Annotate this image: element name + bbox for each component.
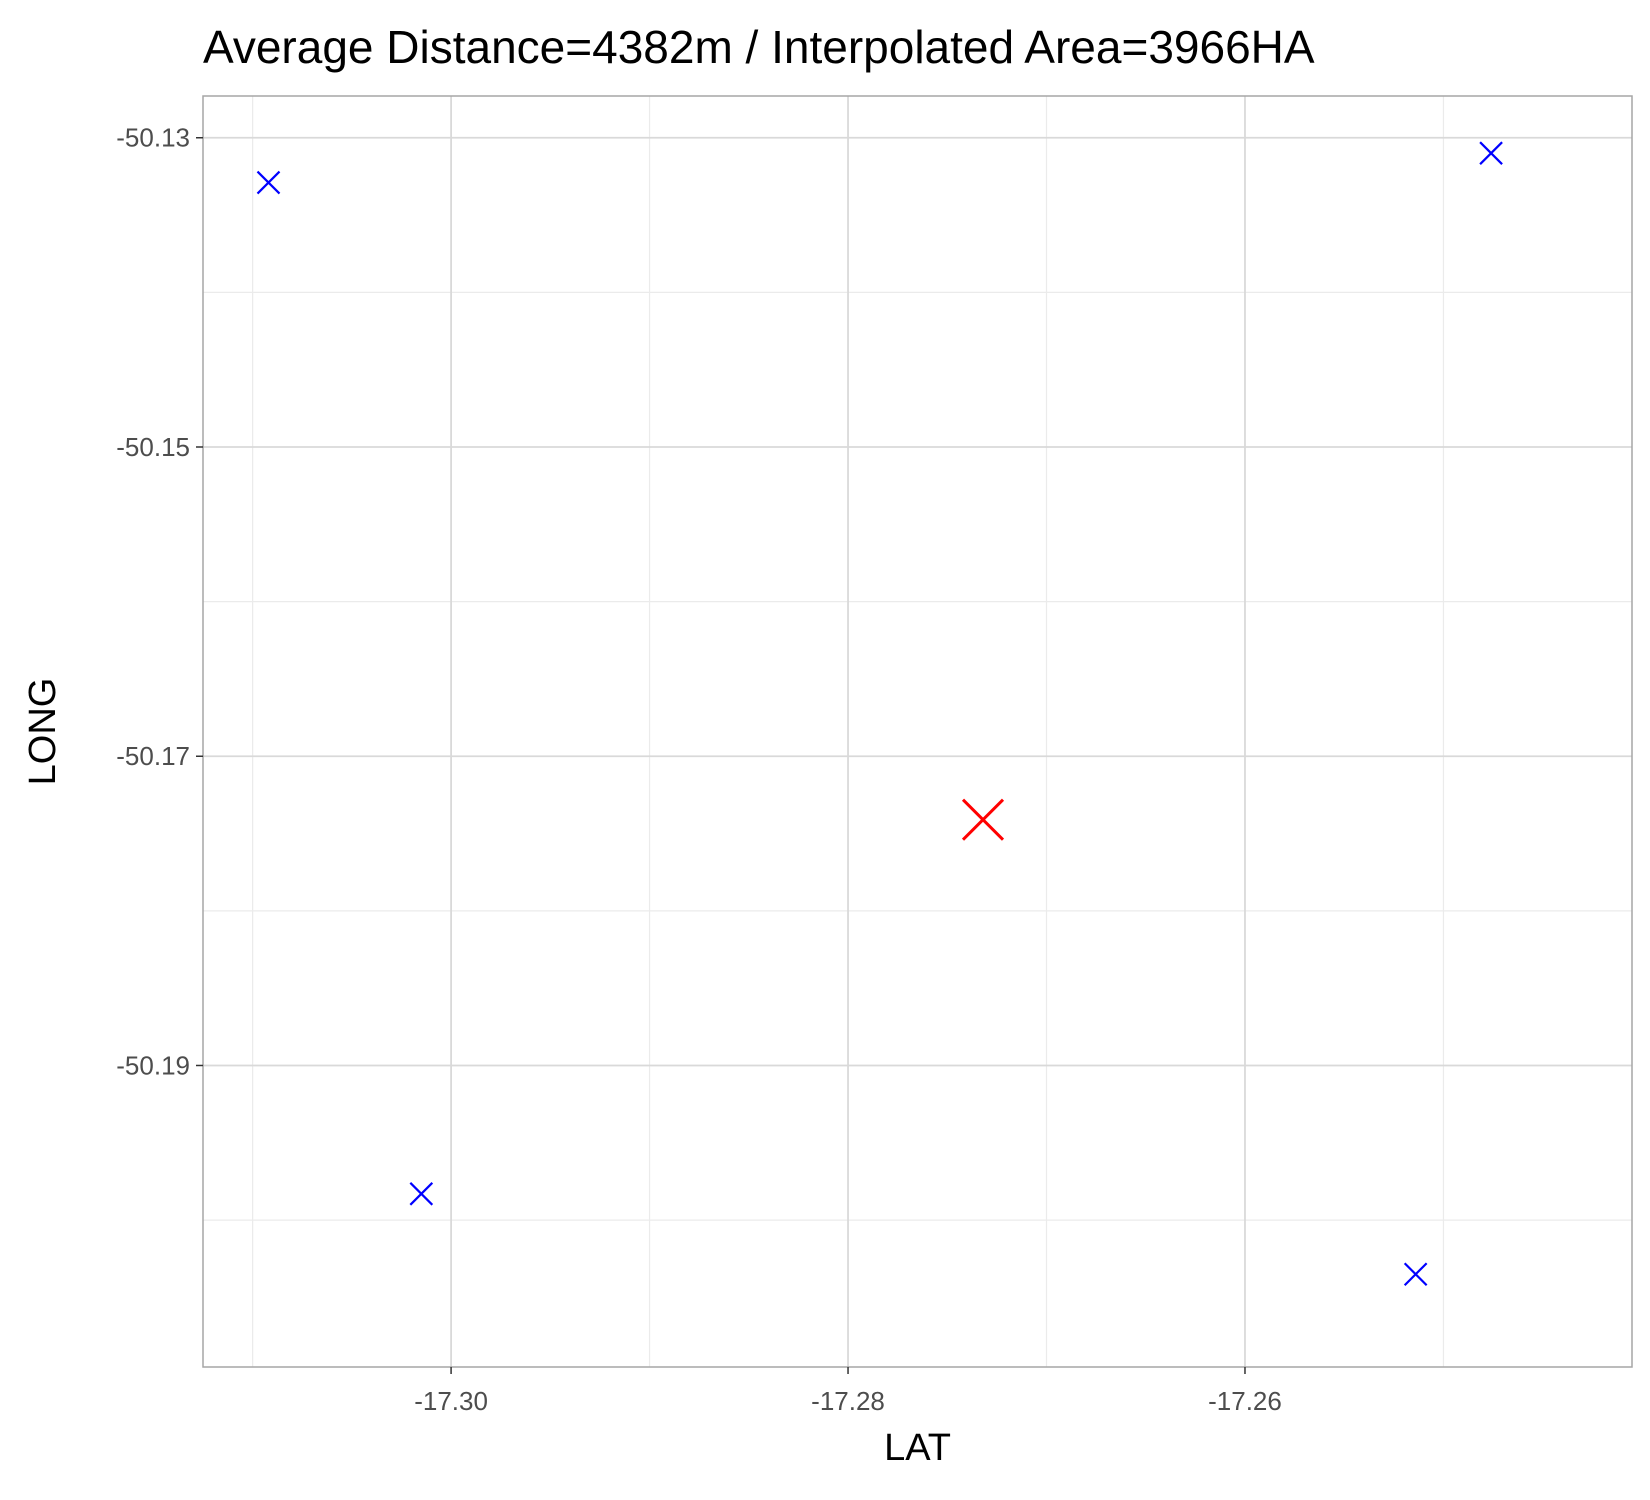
data-point: [1479, 141, 1503, 165]
y-tick-label: -50.19: [116, 1050, 190, 1080]
data-point: [256, 170, 281, 195]
major-grid: [203, 96, 1632, 1367]
data-point: [409, 1182, 434, 1206]
data-points: [256, 141, 1503, 1287]
x-tick-label: -17.26: [1208, 1386, 1282, 1416]
y-axis-title: LONG: [22, 678, 64, 786]
y-axis-ticks: -50.13 -50.15 -50.17 -50.19: [116, 123, 203, 1080]
x-tick-label: -17.28: [811, 1386, 885, 1416]
data-point: [1403, 1262, 1428, 1287]
y-tick-label: -50.15: [116, 432, 190, 462]
x-tick-label: -17.30: [414, 1386, 488, 1416]
chart-title: Average Distance=4382m / Interpolated Ar…: [203, 21, 1315, 73]
y-tick-label: -50.13: [116, 123, 190, 153]
x-axis-ticks: -17.30 -17.28 -17.26: [414, 1367, 1282, 1416]
data-point: [961, 798, 1005, 841]
y-tick-label: -50.17: [116, 741, 190, 771]
x-axis-title: LAT: [884, 1427, 951, 1469]
minor-grid: [203, 96, 1632, 1367]
plot-panel-border: [202, 95, 1633, 1368]
